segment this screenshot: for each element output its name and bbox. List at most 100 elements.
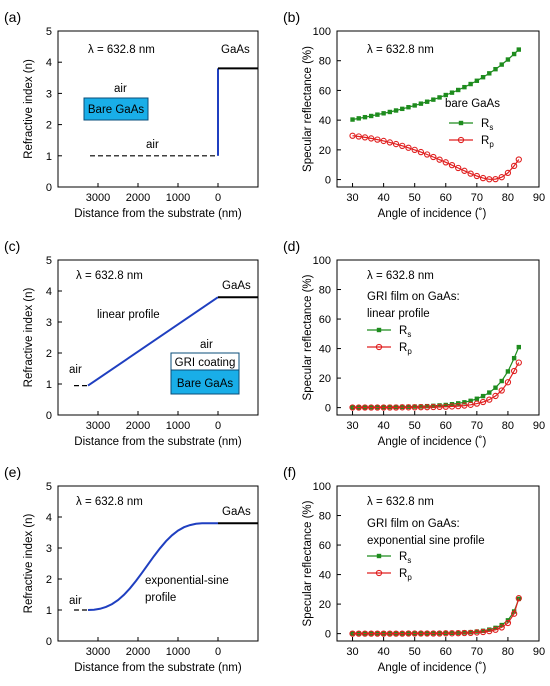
wavelength-label: λ = 632.8 nm [367,270,434,282]
data-point-rp [411,630,418,637]
series-line-rs [352,49,520,121]
data-point-rs [412,103,417,108]
y-tick-label: 3 [46,543,52,555]
y-tick-label: 5 [46,481,52,493]
data-point-rp [479,398,487,406]
data-point-rp [515,359,522,366]
data-point-rp [392,630,400,637]
data-point-rs [418,404,424,409]
data-point-rs [511,51,517,57]
data-point-rs [468,629,473,635]
data-point-rs [487,627,492,632]
x-axis-title: Distance from the substrate (nm) [74,662,242,674]
legend-title: bare GaAs [445,98,500,110]
data-point-rp [374,136,381,143]
y-tick-label: 0 [46,410,52,422]
air-label: air [114,83,127,95]
y-tick-label: 20 [319,145,331,157]
data-point-rp [411,146,418,154]
y-tick-label: 4 [46,286,52,298]
x-tick-label: 90 [533,646,545,658]
data-point-rp [374,404,381,411]
x-tick-label: 3000 [86,192,110,204]
data-point-rs [443,402,448,408]
data-point-rs [350,117,355,122]
data-point-rs [406,105,411,110]
y-tick-label: 100 [313,255,331,267]
data-point-rp [368,630,375,637]
data-point-rs [493,625,498,631]
data-point-rp [423,630,431,637]
y-tick-label: 3 [46,88,52,100]
data-point-rp [473,172,480,180]
data-point-rp [411,404,418,411]
x-tick-label: 2000 [126,420,150,432]
data-point-rs [511,355,517,361]
legend-marker-rs [376,553,382,559]
x-tick-label: 60 [440,192,452,204]
data-point-rp [423,404,431,411]
data-point-rp [473,629,480,636]
panel-a: (a) 3000 2000 1000 0 0 1 2 3 4 5 Distance from the … [4,9,259,220]
data-point-rs [499,378,504,384]
data-point-rp [448,162,456,169]
y-tick-label: 80 [319,285,331,297]
panel-b: (b) 30 40 50 60 70 80 90 0 20 40 60 80 100 Angle of in… [283,9,545,220]
data-point-rp [486,176,493,183]
legend-title: linear profile [367,308,430,320]
air-label: air [69,364,82,376]
x-tick-label: 60 [440,420,452,432]
x-tick-label: 70 [471,646,483,658]
plot-frame [336,30,540,188]
data-point-rp [355,404,362,411]
data-point-rp [368,404,375,411]
x-tick-label: 70 [471,192,483,204]
data-point-rs [493,66,498,72]
plot-frame [336,259,540,416]
y-tick-label: 4 [46,512,52,524]
y-tick-label: 0 [325,629,331,641]
data-point-rs [516,344,521,350]
series-line-1 [87,522,218,611]
data-point-rs [393,108,399,113]
y-tick-label: 20 [319,599,331,611]
data-point-rp [504,619,512,627]
panel-label: (f) [283,464,296,480]
data-point-rp [492,626,499,633]
data-point-rp [467,401,474,408]
bare-gaas-label: Bare GaAs [88,104,144,116]
data-point-rp [448,630,456,637]
wavelength-label: λ = 632.8 nm [367,44,434,56]
data-point-rp [355,133,362,140]
panel-label: (b) [283,9,300,25]
x-tick-label: 2000 [126,646,150,658]
plot-frame [57,485,259,642]
legend-marker-rs [376,327,382,333]
y-axis-title: Specular reflectance (%) [302,274,314,400]
legend-label-rs: Rs [399,551,411,565]
data-point-rs [424,403,430,409]
gri-coating-label: GRI coating [175,357,236,369]
data-point-rp [455,402,462,410]
bare-gaas-box [170,369,240,395]
data-point-rp [386,630,393,637]
data-point-rs [505,369,511,374]
data-point-rp [510,367,518,375]
panel-f: (f) 30 40 50 60 70 80 90 0 20 40 60 80 100 Angle of in… [283,464,545,674]
series-line-1 [87,296,219,387]
data-point-rp [349,404,356,411]
panel-label: (c) [4,238,20,254]
legend-marker-rs [458,120,464,126]
plot-frame [57,259,259,416]
y-tick-label: 5 [46,255,52,267]
x-tick-label: 1000 [166,192,190,204]
panel-c: (c) 3000 2000 1000 0 0 1 2 3 4 5 Distance from the … [4,238,259,448]
x-tick-label: 50 [409,420,421,432]
air-label: air [200,339,213,351]
data-point-rs [443,92,448,98]
x-axis-title: Angle of incidence (˚) [378,662,487,674]
data-point-rp [349,630,356,637]
x-tick-label: 0 [215,420,221,432]
x-tick-label: 80 [502,420,514,432]
x-tick-label: 70 [471,420,483,432]
